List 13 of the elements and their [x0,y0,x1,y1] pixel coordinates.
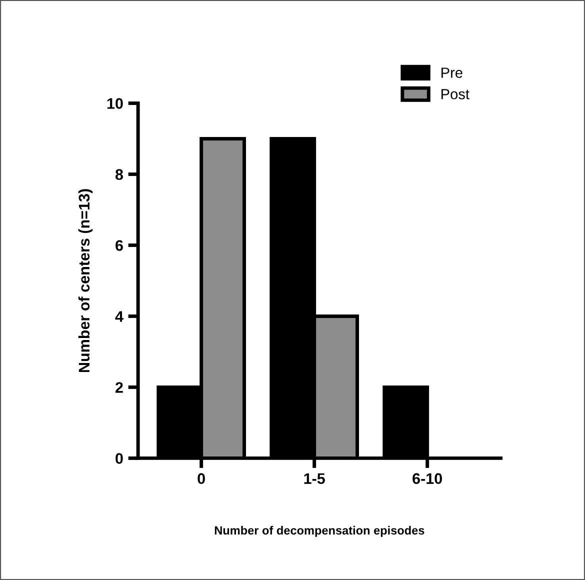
x-tick-label: 0 [198,473,205,484]
y-axis-title: Number of centers (n=13) [78,189,93,372]
x-tick-label: 1-5 [304,473,325,484]
legend-label: Post [442,89,470,100]
x-tick-label: 6-10 [412,473,442,484]
x-axis-title: Number of decompensation episodes [214,526,424,537]
y-tick-label: 8 [115,169,124,180]
y-tick-label: 6 [116,240,123,251]
legend-label: Pre [442,68,462,78]
y-tick-label: 4 [115,311,124,322]
y-tick-label: 2 [116,382,123,393]
y-tick-label: 0 [116,453,123,464]
y-tick-label: 10 [107,98,123,109]
